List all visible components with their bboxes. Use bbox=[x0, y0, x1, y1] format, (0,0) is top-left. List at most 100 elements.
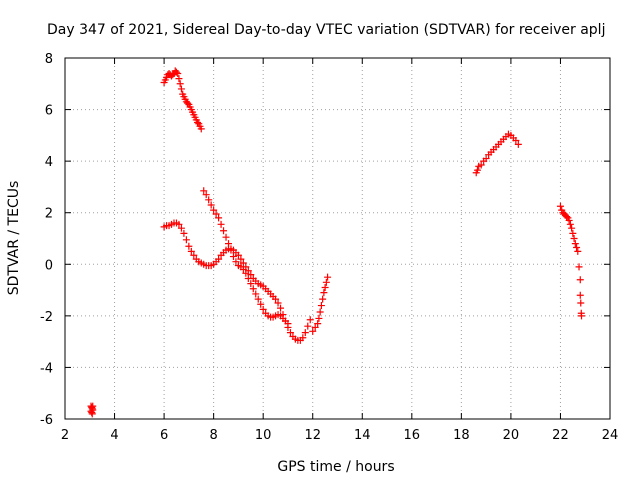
series-seg-late bbox=[556, 202, 586, 320]
data-point bbox=[215, 214, 223, 222]
data-point bbox=[577, 299, 585, 307]
data-point bbox=[573, 244, 581, 252]
data-point bbox=[311, 323, 319, 331]
data-point bbox=[215, 255, 223, 263]
y-tick-label: -6 bbox=[40, 413, 53, 428]
x-tick-label: 20 bbox=[503, 428, 520, 443]
data-point bbox=[239, 259, 247, 267]
series-seg-evening bbox=[472, 130, 522, 177]
data-point bbox=[314, 320, 322, 328]
data-point bbox=[284, 320, 292, 328]
data-point bbox=[239, 265, 247, 273]
data-point bbox=[200, 187, 208, 195]
data-point bbox=[576, 276, 584, 284]
data-point bbox=[272, 295, 280, 303]
data-point bbox=[180, 229, 188, 237]
data-point bbox=[254, 295, 262, 303]
data-point bbox=[299, 334, 307, 342]
data-point bbox=[257, 300, 265, 308]
data-point bbox=[575, 263, 583, 271]
data-point bbox=[197, 125, 205, 133]
data-point bbox=[570, 235, 578, 242]
x-tick-label: 12 bbox=[304, 428, 321, 443]
x-tick-label: 2 bbox=[61, 428, 69, 443]
data-point bbox=[322, 278, 330, 286]
data-point bbox=[176, 80, 184, 88]
data-point bbox=[212, 210, 220, 218]
data-point bbox=[306, 316, 314, 324]
data-point bbox=[220, 227, 228, 235]
data-point bbox=[320, 289, 328, 297]
grid bbox=[65, 58, 610, 419]
y-axis-label: SDTVAR / TECUs bbox=[6, 181, 22, 296]
data-point bbox=[202, 191, 210, 199]
x-tick-label: 4 bbox=[110, 428, 118, 443]
data-point bbox=[304, 322, 312, 330]
data-point bbox=[225, 240, 232, 248]
data-point bbox=[324, 273, 332, 281]
data-point bbox=[175, 75, 183, 83]
data-point bbox=[229, 253, 237, 261]
x-tick-label: 24 bbox=[602, 428, 619, 443]
y-tick-label: 8 bbox=[45, 52, 53, 67]
data-point bbox=[217, 220, 225, 228]
data-points bbox=[87, 67, 586, 418]
data-point bbox=[175, 220, 183, 228]
data-point bbox=[514, 140, 522, 148]
data-point bbox=[177, 224, 185, 232]
data-point bbox=[185, 242, 193, 250]
data-point bbox=[321, 283, 329, 291]
data-point bbox=[194, 118, 202, 126]
x-tick-label: 18 bbox=[453, 428, 470, 443]
data-point bbox=[316, 308, 324, 316]
data-point bbox=[286, 329, 294, 337]
data-point bbox=[578, 312, 586, 320]
data-point bbox=[237, 255, 245, 263]
data-point bbox=[182, 236, 190, 244]
data-point bbox=[565, 216, 573, 224]
data-point bbox=[309, 327, 317, 335]
data-point bbox=[512, 137, 520, 145]
data-point bbox=[174, 69, 182, 77]
x-tick-label: 16 bbox=[404, 428, 421, 443]
data-point bbox=[568, 224, 576, 232]
data-point bbox=[207, 201, 215, 209]
data-point bbox=[317, 302, 325, 310]
data-point bbox=[574, 247, 582, 255]
x-tick-label: 8 bbox=[209, 428, 217, 443]
x-tick-label: 6 bbox=[160, 428, 168, 443]
data-point bbox=[172, 68, 180, 76]
data-point bbox=[277, 304, 285, 312]
data-point bbox=[169, 71, 177, 79]
x-tick-label: 10 bbox=[255, 428, 272, 443]
data-point bbox=[259, 305, 267, 313]
data-point bbox=[210, 206, 218, 214]
data-point bbox=[190, 251, 198, 259]
data-point bbox=[247, 280, 255, 288]
plot-frame bbox=[64, 57, 611, 420]
data-point bbox=[556, 202, 564, 210]
series-seg-lower-b bbox=[200, 187, 292, 328]
data-point bbox=[205, 196, 213, 204]
data-point bbox=[187, 247, 195, 255]
data-point bbox=[482, 155, 490, 163]
data-point bbox=[249, 285, 257, 293]
y-tick-label: 6 bbox=[45, 104, 53, 119]
data-point bbox=[319, 295, 327, 303]
data-point bbox=[473, 166, 481, 174]
data-point bbox=[242, 269, 250, 277]
data-point bbox=[571, 240, 579, 248]
series-seg-recovery bbox=[309, 273, 332, 335]
data-point bbox=[576, 291, 584, 299]
y-tick-label: -2 bbox=[40, 310, 53, 325]
chart-title: Day 347 of 2021, Sidereal Day-to-day VTE… bbox=[47, 22, 605, 38]
series-seg-lower-a bbox=[160, 219, 314, 344]
data-point bbox=[315, 314, 323, 322]
data-point bbox=[184, 99, 192, 107]
data-point bbox=[244, 274, 252, 282]
series-seg-upper-a bbox=[160, 67, 205, 133]
data-point bbox=[252, 290, 260, 298]
y-tick-label: 0 bbox=[45, 258, 53, 273]
data-point bbox=[247, 271, 255, 279]
data-point bbox=[301, 329, 309, 337]
